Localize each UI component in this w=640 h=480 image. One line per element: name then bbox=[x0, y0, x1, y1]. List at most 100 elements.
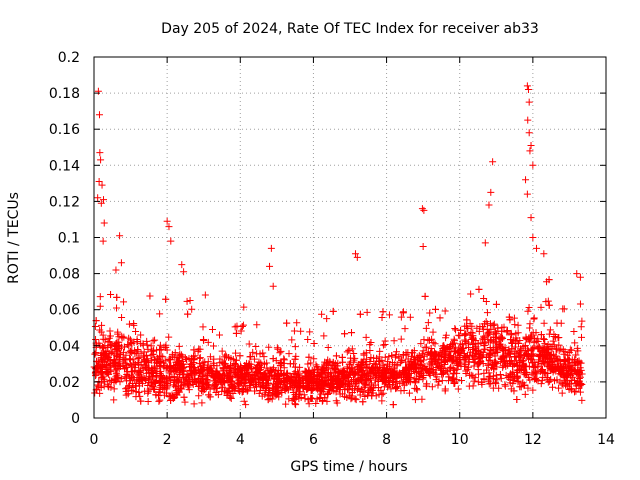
data-point bbox=[196, 345, 204, 353]
data-point bbox=[118, 334, 126, 342]
data-point bbox=[152, 378, 160, 386]
data-point bbox=[576, 388, 584, 396]
data-point bbox=[566, 371, 574, 379]
data-point bbox=[170, 353, 178, 361]
data-point bbox=[318, 377, 326, 385]
data-point bbox=[426, 355, 434, 363]
data-point bbox=[537, 380, 545, 388]
data-point bbox=[513, 350, 521, 358]
data-point bbox=[241, 365, 249, 373]
data-point bbox=[469, 332, 477, 340]
data-point bbox=[100, 219, 108, 227]
data-points bbox=[90, 82, 586, 409]
data-point bbox=[227, 362, 235, 370]
data-point bbox=[537, 331, 545, 339]
data-point bbox=[172, 358, 180, 366]
data-point bbox=[415, 376, 423, 384]
data-point bbox=[546, 377, 554, 385]
data-point bbox=[156, 352, 164, 360]
y-axis-label: ROTI / TECUs bbox=[6, 192, 22, 284]
data-point bbox=[322, 380, 330, 388]
data-point bbox=[252, 342, 260, 350]
data-point bbox=[256, 369, 264, 377]
data-point bbox=[94, 87, 102, 95]
data-point bbox=[284, 386, 292, 394]
data-point bbox=[280, 356, 288, 364]
data-point bbox=[544, 378, 552, 386]
data-point bbox=[497, 333, 505, 341]
data-point bbox=[454, 359, 462, 367]
data-point bbox=[431, 305, 439, 313]
data-point bbox=[501, 382, 509, 390]
data-point bbox=[332, 388, 340, 396]
data-point bbox=[347, 354, 355, 362]
data-point bbox=[366, 375, 374, 383]
data-point bbox=[524, 85, 532, 93]
data-point bbox=[418, 205, 426, 213]
data-point bbox=[276, 362, 284, 370]
data-point bbox=[100, 196, 108, 204]
x-tick-label: 4 bbox=[236, 432, 245, 448]
data-point bbox=[215, 331, 223, 339]
x-tick-label: 6 bbox=[309, 432, 318, 448]
data-point bbox=[459, 344, 467, 352]
data-point bbox=[329, 307, 337, 315]
data-point bbox=[288, 336, 296, 344]
data-point bbox=[168, 391, 176, 399]
data-point bbox=[576, 273, 584, 281]
data-point bbox=[439, 365, 447, 373]
data-point bbox=[210, 342, 218, 350]
data-point bbox=[156, 310, 164, 318]
data-point bbox=[132, 382, 140, 390]
data-point bbox=[94, 194, 102, 202]
data-point bbox=[142, 351, 150, 359]
data-point bbox=[199, 359, 207, 367]
data-point bbox=[344, 380, 352, 388]
data-point bbox=[449, 375, 457, 383]
data-point bbox=[91, 369, 99, 377]
data-point bbox=[566, 346, 574, 354]
data-point bbox=[289, 383, 297, 391]
data-point bbox=[402, 349, 410, 357]
data-point bbox=[247, 353, 255, 360]
data-point bbox=[313, 363, 321, 371]
data-point bbox=[437, 356, 445, 364]
data-point bbox=[183, 380, 191, 388]
data-point bbox=[483, 309, 491, 317]
data-point bbox=[113, 371, 121, 379]
data-point bbox=[99, 349, 107, 357]
data-point bbox=[99, 237, 107, 245]
data-point bbox=[351, 386, 359, 394]
data-point bbox=[420, 206, 428, 214]
data-point bbox=[314, 382, 322, 390]
data-point bbox=[523, 350, 531, 358]
data-point bbox=[147, 342, 155, 350]
data-point bbox=[489, 375, 497, 383]
data-point bbox=[401, 325, 409, 333]
data-point bbox=[508, 339, 516, 347]
data-point bbox=[218, 383, 226, 391]
data-point bbox=[510, 387, 518, 395]
data-point bbox=[575, 384, 583, 392]
data-point bbox=[523, 82, 531, 90]
data-point bbox=[480, 335, 488, 343]
data-point bbox=[545, 276, 553, 284]
data-point bbox=[292, 401, 300, 409]
data-point bbox=[130, 321, 138, 329]
data-point bbox=[229, 390, 237, 398]
data-point bbox=[526, 324, 534, 332]
data-point bbox=[125, 320, 133, 328]
data-point bbox=[161, 357, 169, 365]
data-point bbox=[288, 373, 296, 381]
data-point bbox=[561, 348, 569, 356]
data-point bbox=[535, 356, 543, 364]
data-point bbox=[156, 370, 164, 378]
data-point bbox=[265, 343, 273, 351]
data-point bbox=[550, 332, 558, 340]
data-point bbox=[555, 334, 563, 342]
data-point bbox=[526, 337, 534, 345]
data-point bbox=[307, 359, 315, 367]
data-point bbox=[390, 337, 398, 345]
data-point bbox=[541, 369, 549, 377]
data-point bbox=[571, 339, 579, 347]
